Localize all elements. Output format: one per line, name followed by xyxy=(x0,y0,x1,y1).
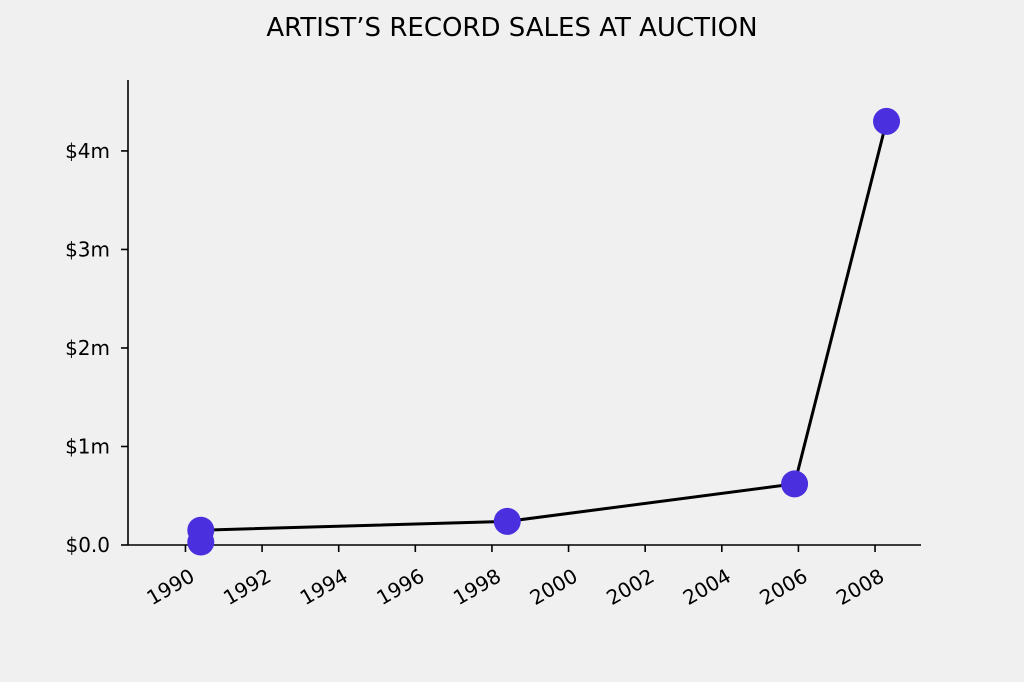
y-tick-label: $3m xyxy=(65,237,110,261)
x-tick-label: 2008 xyxy=(832,564,888,610)
chart-title: ARTIST’S RECORD SALES AT AUCTION xyxy=(266,13,757,43)
x-tick-label: 1990 xyxy=(142,564,198,610)
data-point xyxy=(187,516,215,544)
x-tick-label: 2002 xyxy=(602,564,658,610)
y-tick-label: $0.0 xyxy=(65,533,110,557)
y-tick-label: $2m xyxy=(65,336,110,360)
data-point xyxy=(493,507,521,535)
series-layer xyxy=(187,107,901,556)
y-tick-label: $4m xyxy=(65,139,110,163)
x-tick-label: 2006 xyxy=(755,564,811,610)
x-tick-label: 1996 xyxy=(372,564,428,610)
data-point xyxy=(781,470,809,498)
data-point xyxy=(873,107,901,135)
x-tick-label: 1998 xyxy=(449,564,505,610)
x-tick-label: 1994 xyxy=(296,564,352,610)
x-tick-label: 2000 xyxy=(526,564,582,610)
x-tick-label: 1992 xyxy=(219,564,275,610)
y-tick-label: $1m xyxy=(65,434,110,458)
x-tick-label: 2004 xyxy=(679,564,735,610)
